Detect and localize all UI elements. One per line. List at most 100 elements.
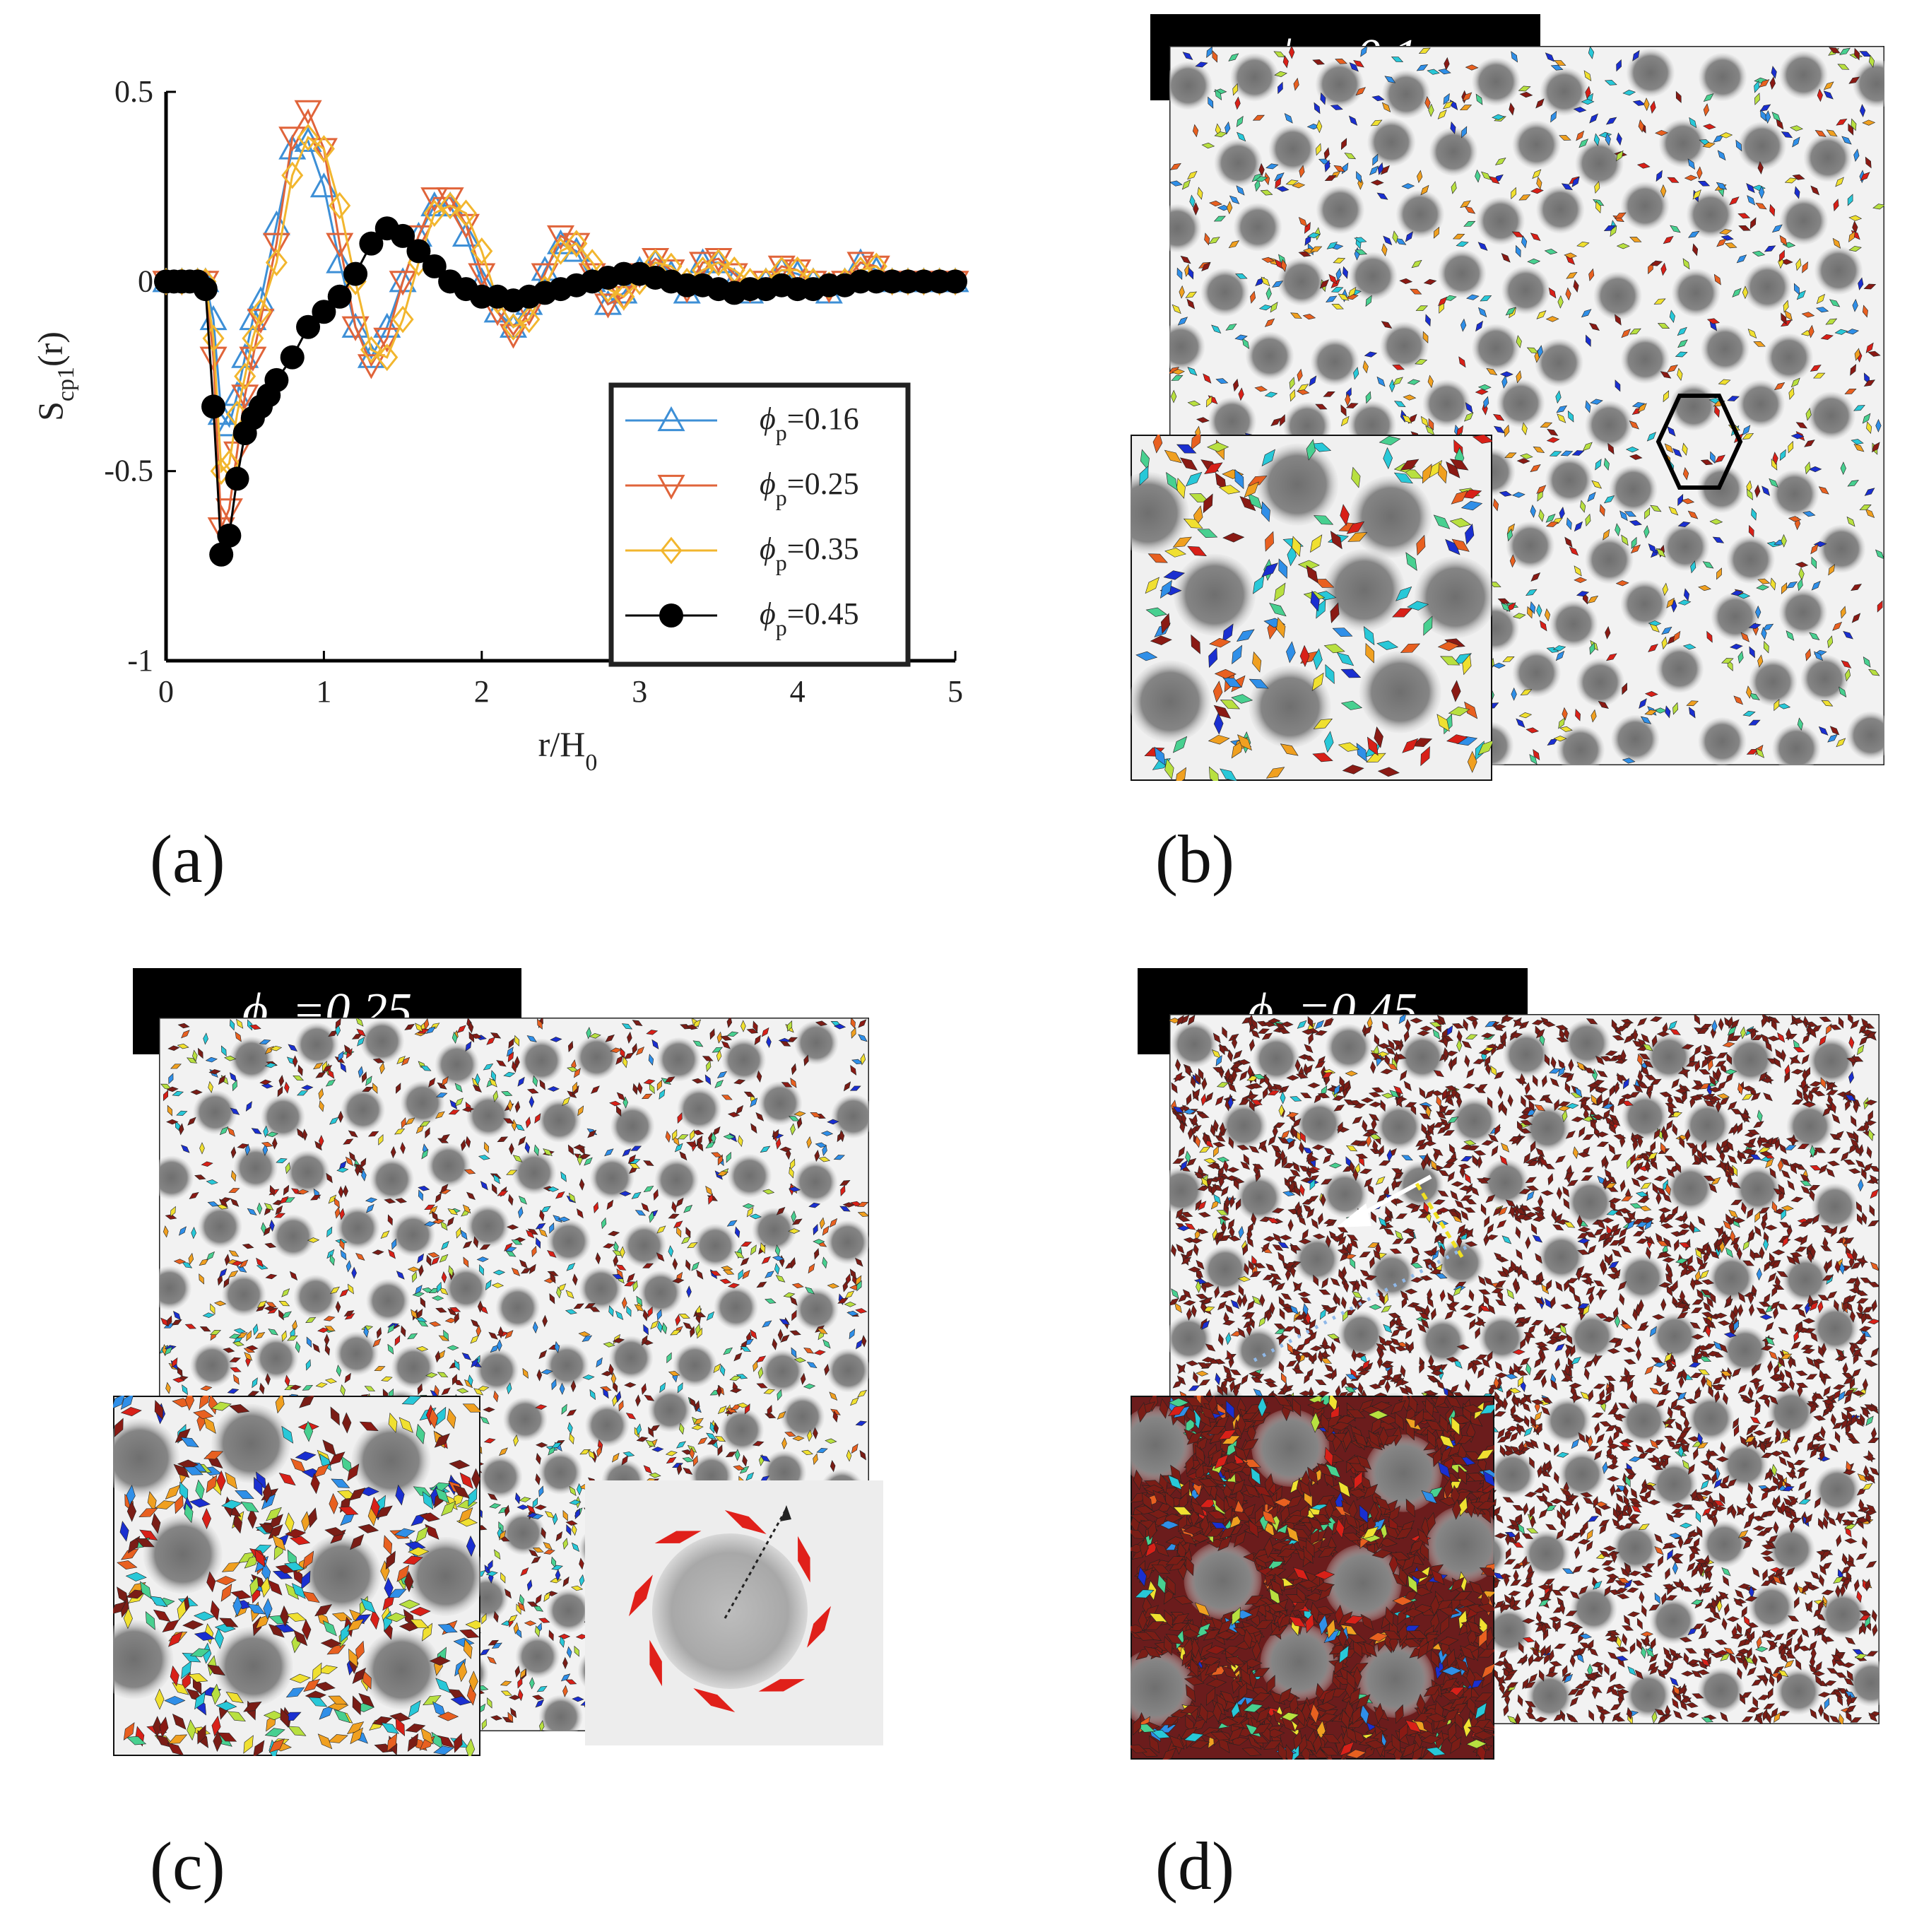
platelet	[767, 1404, 772, 1417]
platelet	[420, 1065, 432, 1071]
particle	[1621, 182, 1670, 230]
platelet	[1814, 130, 1827, 137]
platelet	[560, 1673, 571, 1682]
platelet	[1265, 163, 1279, 170]
platelet	[1506, 523, 1515, 534]
platelet	[641, 1093, 653, 1100]
platelet	[582, 1335, 593, 1342]
particle	[1472, 57, 1521, 106]
platelet	[1703, 1251, 1709, 1264]
platelet	[739, 1466, 750, 1474]
platelet	[512, 1061, 517, 1073]
platelet	[711, 1152, 723, 1158]
platelet	[493, 1610, 499, 1623]
platelet	[1737, 213, 1751, 219]
platelet	[123, 1608, 133, 1630]
platelet	[461, 1107, 475, 1112]
platelet	[636, 1046, 645, 1056]
particle	[1249, 666, 1331, 748]
platelet	[1428, 418, 1434, 431]
platelet	[1558, 717, 1566, 729]
platelet	[526, 1601, 539, 1607]
platelet	[1176, 478, 1186, 499]
platelet	[450, 1696, 472, 1706]
platelet	[255, 1613, 271, 1630]
particle	[1622, 1093, 1669, 1141]
platelet	[230, 1107, 240, 1115]
platelet	[643, 1160, 654, 1166]
particle	[519, 1038, 564, 1083]
platelet	[791, 1347, 797, 1358]
platelet	[734, 1251, 745, 1259]
platelet	[1848, 215, 1863, 221]
platelet	[1353, 367, 1359, 380]
platelet	[559, 1382, 565, 1396]
particle	[1169, 61, 1212, 110]
platelet	[352, 1695, 361, 1716]
platelet	[624, 1382, 637, 1388]
platelet	[1340, 504, 1350, 526]
platelet	[568, 1192, 576, 1203]
platelet	[1437, 641, 1460, 652]
particle	[794, 1020, 839, 1065]
platelet	[1624, 511, 1636, 517]
platelet	[365, 1197, 378, 1203]
platelet	[447, 1408, 456, 1430]
platelet	[842, 1280, 848, 1292]
platelet	[425, 1524, 439, 1540]
platelet	[1764, 245, 1776, 252]
platelet	[601, 1217, 607, 1230]
platelet	[1687, 158, 1695, 170]
particle	[503, 1397, 548, 1442]
platelet	[1313, 718, 1333, 729]
platelet	[1742, 285, 1749, 300]
platelet	[1163, 570, 1186, 580]
platelet	[1501, 375, 1508, 389]
platelet	[664, 1076, 675, 1083]
platelet	[272, 1570, 293, 1579]
platelet	[167, 1105, 172, 1117]
platelet	[1209, 766, 1220, 781]
platelet	[1463, 220, 1476, 227]
legend-marker	[659, 603, 683, 628]
platelet	[1290, 312, 1302, 319]
platelet	[1416, 534, 1426, 556]
platelet	[1292, 182, 1306, 189]
platelet	[532, 1075, 538, 1088]
platelet	[418, 1028, 430, 1034]
platelet	[788, 1116, 800, 1121]
platelet	[459, 1472, 473, 1489]
platelet	[1575, 708, 1581, 721]
platelet	[1846, 329, 1860, 335]
platelet	[1852, 298, 1858, 312]
particle	[1697, 464, 1746, 513]
platelet	[672, 1278, 685, 1284]
platelet	[1603, 225, 1616, 232]
platelet	[1330, 287, 1344, 293]
platelet	[490, 1070, 497, 1082]
platelet	[1833, 199, 1839, 212]
particle	[546, 1589, 591, 1633]
particle	[254, 1336, 298, 1381]
platelet	[1740, 632, 1749, 642]
platelet	[1265, 767, 1285, 779]
particle	[1737, 122, 1786, 170]
platelet	[1393, 401, 1406, 408]
platelet	[562, 1685, 568, 1697]
platelet	[705, 1141, 716, 1149]
platelet	[846, 1449, 852, 1462]
platelet	[1535, 98, 1545, 109]
platelet	[439, 1133, 451, 1141]
platelet	[596, 1357, 603, 1368]
platelet	[1460, 500, 1483, 511]
platelet	[1603, 495, 1615, 504]
platelet	[1667, 365, 1678, 372]
particle	[1624, 1671, 1672, 1719]
platelet	[411, 1309, 418, 1319]
platelet	[395, 1198, 408, 1203]
platelet	[765, 1298, 777, 1304]
platelet	[1164, 758, 1174, 780]
platelet	[1185, 471, 1203, 487]
platelet	[387, 1343, 394, 1355]
platelet	[1547, 738, 1559, 746]
